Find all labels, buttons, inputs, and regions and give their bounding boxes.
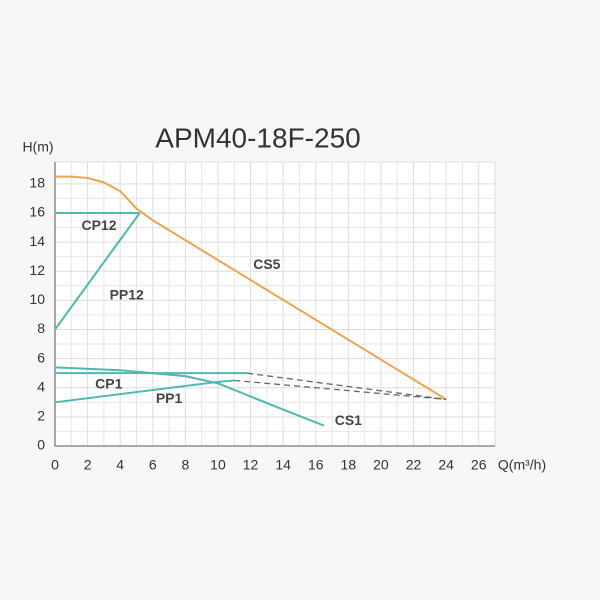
y-tick-label: 4 [37, 378, 45, 394]
series-label: CP1 [95, 376, 122, 392]
x-tick-label: 2 [84, 457, 92, 473]
y-tick-label: 14 [29, 233, 45, 249]
x-tick-label: 0 [51, 457, 59, 473]
chart-title: APM40-18F-250 [155, 122, 360, 153]
x-tick-label: 10 [210, 457, 226, 473]
series-line [247, 372, 447, 401]
x-axis-label: Q(m³/h) [498, 457, 546, 473]
x-tick-label: 4 [116, 457, 124, 473]
y-axis-label: H(m) [22, 139, 53, 155]
y-tick-label: 0 [37, 437, 45, 453]
series-label: PP12 [110, 287, 144, 303]
x-tick-label: 20 [373, 457, 389, 473]
series-line [55, 175, 447, 401]
y-tick-label: 18 [29, 175, 45, 191]
y-tick-label: 8 [37, 320, 45, 336]
series-label: CS1 [335, 412, 362, 428]
x-tick-label: 22 [406, 457, 422, 473]
y-tick-label: 16 [29, 204, 45, 220]
series-line [54, 366, 325, 427]
x-tick-label: 18 [341, 457, 357, 473]
x-tick-label: 16 [308, 457, 324, 473]
series-line [234, 379, 447, 401]
x-tick-label: 14 [275, 457, 291, 473]
series-label: PP1 [156, 390, 183, 406]
series-label: CP12 [81, 217, 116, 233]
x-tick-label: 12 [243, 457, 259, 473]
y-tick-label: 12 [29, 262, 45, 278]
y-tick-label: 6 [37, 349, 45, 365]
x-tick-label: 6 [149, 457, 157, 473]
series-label: CS5 [253, 256, 280, 272]
y-tick-label: 10 [29, 291, 45, 307]
y-tick-label: 2 [37, 408, 45, 424]
x-tick-label: 26 [471, 457, 487, 473]
series-line [54, 379, 235, 404]
x-tick-label: 8 [181, 457, 189, 473]
series-line [54, 212, 141, 331]
plot-area [54, 161, 496, 447]
x-tick-label: 24 [438, 457, 454, 473]
